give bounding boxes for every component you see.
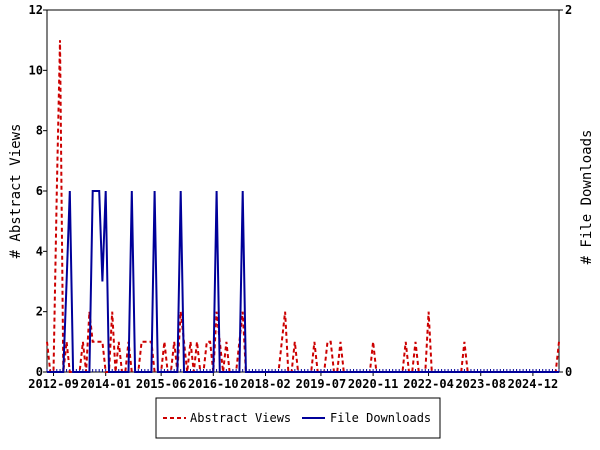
x-tick-label: 2023-08 — [455, 377, 506, 391]
y-axis-left: 0 2 4 6 8 10 12 — [29, 3, 47, 379]
y-axis-left-title: # Abstract Views — [8, 124, 24, 259]
y-left-tick-label: 10 — [29, 63, 43, 77]
x-tick-label: 2019-07 — [296, 377, 347, 391]
x-tick-label: 2020-11 — [348, 377, 399, 391]
plot-area — [46, 9, 560, 373]
x-tick-label: 2012-09 — [28, 377, 79, 391]
series-line-file-downloads — [47, 190, 559, 373]
y-left-tick-label: 6 — [36, 184, 43, 198]
y-axis-right-title: # File Downloads — [579, 130, 595, 265]
y-axis-right: 02 — [559, 3, 572, 379]
y-right-tick-label: 0 — [565, 365, 572, 379]
y-left-tick-label: 12 — [29, 3, 43, 17]
x-tick-label: 2022-04 — [403, 377, 454, 391]
x-tick-label: 2014-01 — [80, 377, 131, 391]
x-axis: 2012-09 2014-01 2015-06 2016-10 2018-02 2019-… — [28, 372, 558, 391]
x-tick-label: 2018-02 — [240, 377, 291, 391]
y-left-tick-label: 2 — [36, 305, 43, 319]
legend-label-abstract-views: Abstract Views — [190, 411, 291, 425]
x-tick-label: 2015-06 — [136, 377, 187, 391]
series-layer — [46, 40, 560, 373]
x-tick-label: 2016-10 — [188, 377, 239, 391]
y-left-tick-label: 8 — [36, 124, 43, 138]
legend-box — [155, 397, 441, 439]
y-right-tick-label: 2 — [565, 3, 572, 17]
y-left-tick-label: 4 — [36, 244, 43, 258]
x-tick-label: 2024-12 — [508, 377, 559, 391]
legend-label-file-downloads: File Downloads — [330, 411, 431, 425]
y-left-tick-label: 0 — [36, 365, 43, 379]
legend: Abstract Views File Downloads — [155, 397, 441, 439]
